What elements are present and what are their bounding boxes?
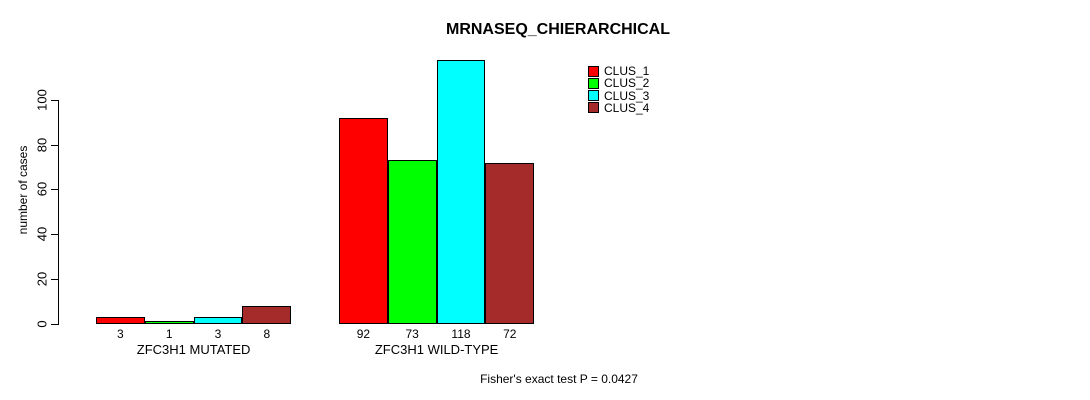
legend-swatch-icon [588,77,599,89]
bar-value-label: 92 [356,327,371,341]
legend-item: CLUS_1 [588,65,649,77]
legend-item: CLUS_4 [588,102,649,114]
legend: CLUS_1 CLUS_2 CLUS_3 CLUS_4 [588,65,649,114]
x-axis-group-label: ZFC3H1 MUTATED [136,342,251,357]
legend-item: CLUS_2 [588,77,649,89]
legend-item: CLUS_3 [588,90,649,102]
bar-value-label: 72 [503,327,517,341]
bar-value-label: 8 [263,327,271,341]
bar-clus_1 [96,316,145,325]
chart-title: MRNASEQ_CHIERARCHICAL [445,21,671,38]
y-axis-tick [51,323,58,325]
y-axis-tick [51,189,58,191]
legend-swatch-icon [588,102,599,114]
bar-clus_3 [436,59,486,325]
legend-label: CLUS_3 [604,88,650,103]
legend-label: CLUS_1 [604,64,650,78]
bar-value-label: 3 [214,327,222,341]
y-axis-tick [51,144,58,146]
bar-clus_3 [193,316,243,325]
annotation-text: Fisher's exact test P = 0.0427 [480,372,638,386]
y-axis-tick-label: 20 [34,271,50,287]
y-axis-tick-label: 60 [34,182,50,197]
bar-clus_1 [339,117,388,325]
bar-clus_4 [485,162,535,325]
y-axis-tick [51,100,58,101]
bar-clus_2 [144,321,194,325]
x-axis-group-label: ZFC3H1 WILD-TYPE [374,342,499,357]
y-axis-tick-label: 0 [34,319,50,328]
y-axis-tick-label: 100 [34,89,50,111]
legend-swatch-icon [588,65,599,77]
bar-clus_2 [387,160,437,325]
y-axis-tick-label: 40 [34,226,50,242]
y-axis-line [58,100,59,325]
y-axis-tick [51,278,58,280]
bar-clus_4 [242,305,292,325]
bar-value-label: 3 [117,327,124,341]
legend-label: CLUS_2 [604,76,650,91]
legend-label: CLUS_4 [604,100,650,115]
bar-value-label: 118 [451,327,471,341]
y-axis-tick-label: 80 [34,137,50,152]
legend-swatch-icon [588,90,599,102]
bar-value-label: 73 [405,327,419,341]
y-axis-tick [51,234,58,236]
bar-value-label: 1 [165,327,173,341]
